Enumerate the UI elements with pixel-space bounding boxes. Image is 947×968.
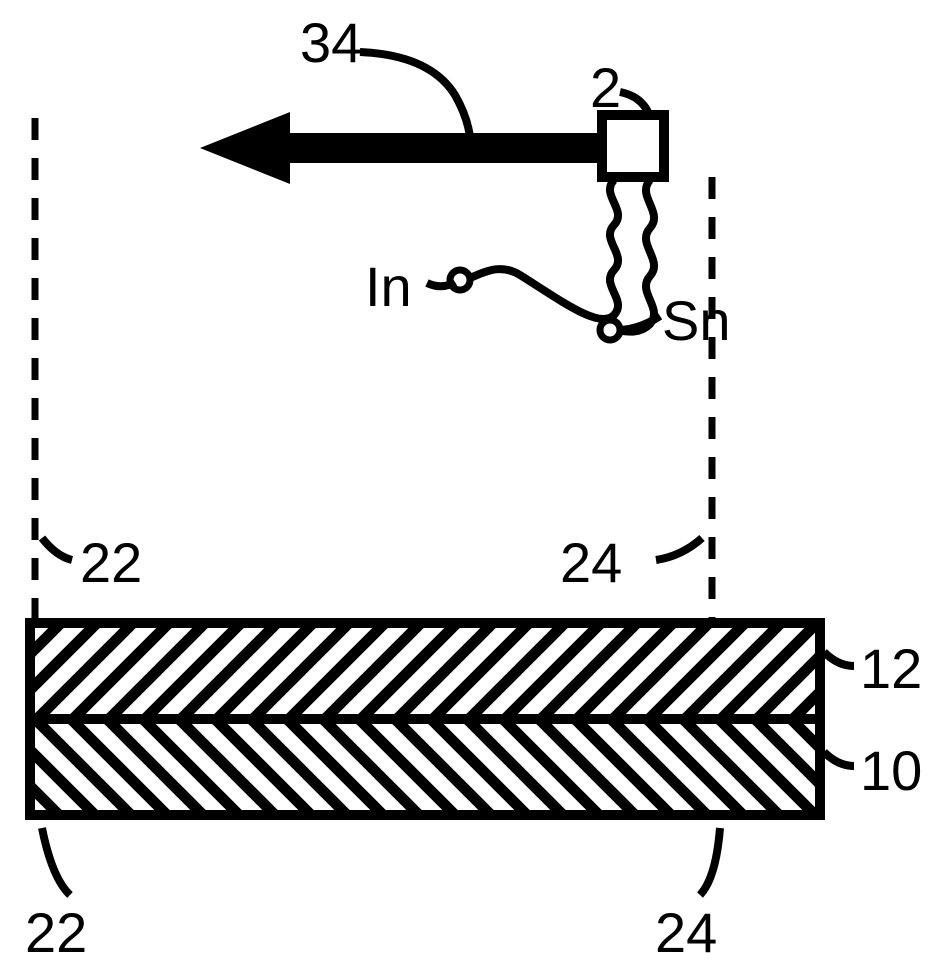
source-box bbox=[602, 115, 664, 177]
layer-stack bbox=[30, 623, 820, 815]
leader-sn bbox=[622, 316, 660, 330]
label-10: 10 bbox=[860, 738, 922, 803]
diagram-svg bbox=[0, 0, 947, 968]
direction-arrow bbox=[200, 112, 602, 184]
leader-22-bot bbox=[42, 828, 70, 895]
label-sn: Sn bbox=[662, 288, 731, 353]
label-2: 2 bbox=[590, 55, 621, 120]
wavy-to-sn bbox=[616, 180, 654, 332]
leader-12 bbox=[824, 652, 854, 666]
leader-in bbox=[427, 282, 455, 286]
leader-24-bot bbox=[700, 828, 720, 895]
leader-2 bbox=[620, 92, 648, 112]
label-34: 34 bbox=[300, 10, 362, 75]
sn-atom-dot bbox=[600, 320, 620, 340]
layer-12 bbox=[30, 623, 820, 719]
label-12: 12 bbox=[860, 636, 922, 701]
label-in: In bbox=[365, 254, 412, 319]
leader-24-top bbox=[656, 538, 702, 560]
wavy-to-in bbox=[470, 180, 618, 319]
leader-34 bbox=[360, 52, 470, 138]
label-22-top: 22 bbox=[80, 530, 142, 595]
label-24-top: 24 bbox=[560, 530, 622, 595]
layer-10 bbox=[30, 719, 820, 815]
label-22-bot: 22 bbox=[25, 900, 87, 965]
leader-22-top bbox=[42, 538, 72, 560]
leader-10 bbox=[824, 752, 854, 766]
label-24-bot: 24 bbox=[655, 900, 717, 965]
